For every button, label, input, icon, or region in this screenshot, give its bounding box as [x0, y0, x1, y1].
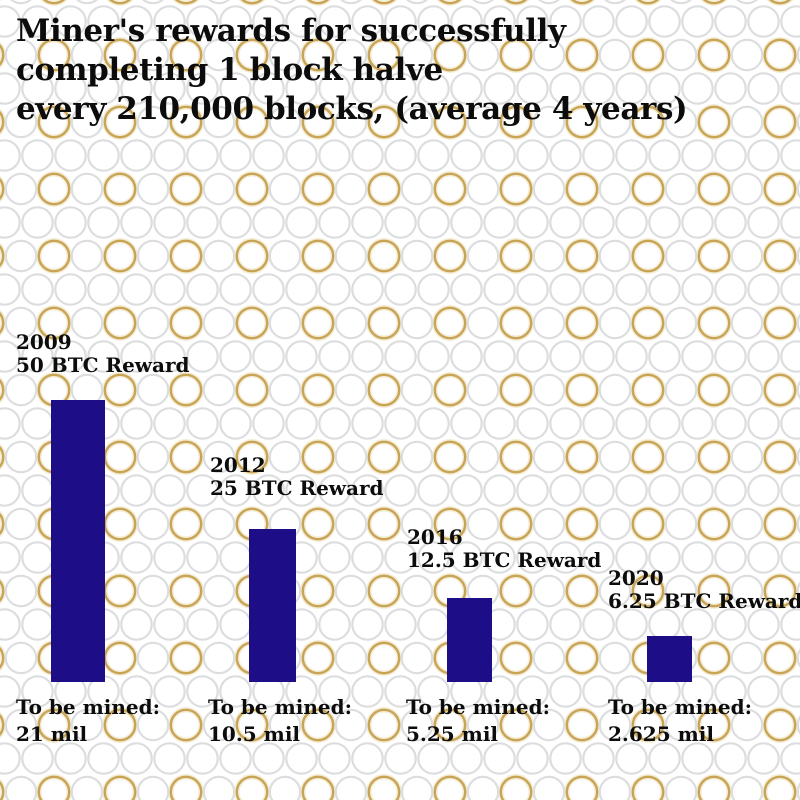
- bar-year-label: 2012: [210, 453, 266, 477]
- bar: [447, 598, 492, 682]
- mined-value-label: 2.625 mil: [608, 722, 714, 746]
- bar-mined-labels: To be mined: 21 mil: [16, 694, 160, 748]
- bar-year-label: 2016: [407, 525, 463, 549]
- mined-value-label: 5.25 mil: [406, 722, 499, 746]
- bar-top-labels: 2009 50 BTC Reward: [16, 331, 190, 377]
- bar-reward-label: 6.25 BTC Reward: [608, 589, 800, 613]
- bar-top-labels: 2016 12.5 BTC Reward: [407, 526, 601, 572]
- bar-reward-label: 25 BTC Reward: [210, 476, 384, 500]
- bar-top-labels: 2020 6.25 BTC Reward: [608, 567, 800, 613]
- bar-mined-labels: To be mined: 2.625 mil: [608, 694, 752, 748]
- bar-reward-label: 50 BTC Reward: [16, 353, 190, 377]
- chart-title: Miner's rewards for successfully complet…: [16, 12, 688, 129]
- mined-prefix-label: To be mined:: [406, 695, 550, 719]
- bar-year-label: 2009: [16, 330, 72, 354]
- title-line-1: Miner's rewards for successfully: [16, 13, 566, 49]
- bar-mined-labels: To be mined: 5.25 mil: [406, 694, 550, 748]
- bar-mined-labels: To be mined: 10.5 mil: [208, 694, 352, 748]
- bar-reward-label: 12.5 BTC Reward: [407, 548, 602, 572]
- bar: [647, 636, 692, 682]
- bar: [51, 400, 105, 682]
- bar-year-label: 2020: [608, 566, 664, 590]
- title-line-3: every 210,000 blocks, (average 4 years): [16, 91, 688, 127]
- bar-top-labels: 2012 25 BTC Reward: [210, 454, 384, 500]
- mined-prefix-label: To be mined:: [608, 695, 752, 719]
- mined-value-label: 21 mil: [16, 722, 88, 746]
- bar: [249, 529, 296, 682]
- title-line-2: completing 1 block halve: [16, 52, 443, 88]
- mined-prefix-label: To be mined:: [16, 695, 160, 719]
- mined-value-label: 10.5 mil: [208, 722, 301, 746]
- mined-prefix-label: To be mined:: [208, 695, 352, 719]
